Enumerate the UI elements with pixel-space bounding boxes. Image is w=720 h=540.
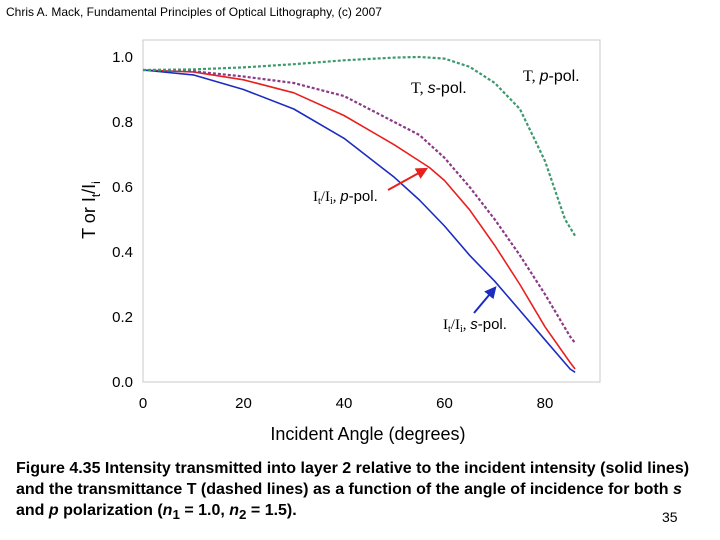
- x-tick-label: 60: [436, 395, 453, 412]
- arrow-blue: [473, 286, 497, 314]
- y-tick-label: 1.0: [112, 49, 133, 66]
- y-tick-label: 0.0: [112, 374, 133, 391]
- label-t-s-pol: T, s-pol.: [411, 80, 467, 97]
- plot-frame: [142, 39, 601, 383]
- x-tick-label: 0: [139, 395, 147, 412]
- label-t-p-pol: T, p-pol.: [523, 68, 580, 85]
- series-layer: [142, 55, 577, 373]
- label-it-p-pol: It/Ii, p-pol.: [313, 188, 378, 207]
- series-line: [142, 69, 576, 370]
- figure-caption: Figure 4.35 Intensity transmitted into l…: [16, 460, 690, 523]
- y-tick-label: 0.4: [112, 244, 133, 261]
- y-tick-label: 0.8: [112, 114, 133, 131]
- series-line: [142, 55, 577, 237]
- x-tick-label: 40: [336, 395, 353, 412]
- x-tick-label: 20: [235, 395, 252, 412]
- x-tick-label: 80: [537, 395, 554, 412]
- axes: 0 20 40 60 80 0.0 0.2 0.4 0.6 0.8 1.0: [112, 49, 553, 412]
- arrow-red: [387, 167, 429, 191]
- y-tick-label: 0.6: [112, 179, 133, 196]
- y-tick-label: 0.2: [112, 309, 133, 326]
- series-line: [142, 69, 576, 373]
- label-it-s-pol: It/Ii, s-pol.: [443, 316, 507, 335]
- chart: 0 20 40 60 80 0.0 0.2 0.4 0.6 0.8 1.0 T or It/Ii I…: [79, 39, 601, 444]
- y-axis-label: T or It/Ii: [79, 181, 103, 239]
- series-line: [142, 68, 576, 344]
- x-axis-label: Incident Angle (degrees): [270, 424, 465, 444]
- header-citation: Chris A. Mack, Fundamental Principles of…: [6, 5, 382, 19]
- page-number: 35: [662, 509, 678, 525]
